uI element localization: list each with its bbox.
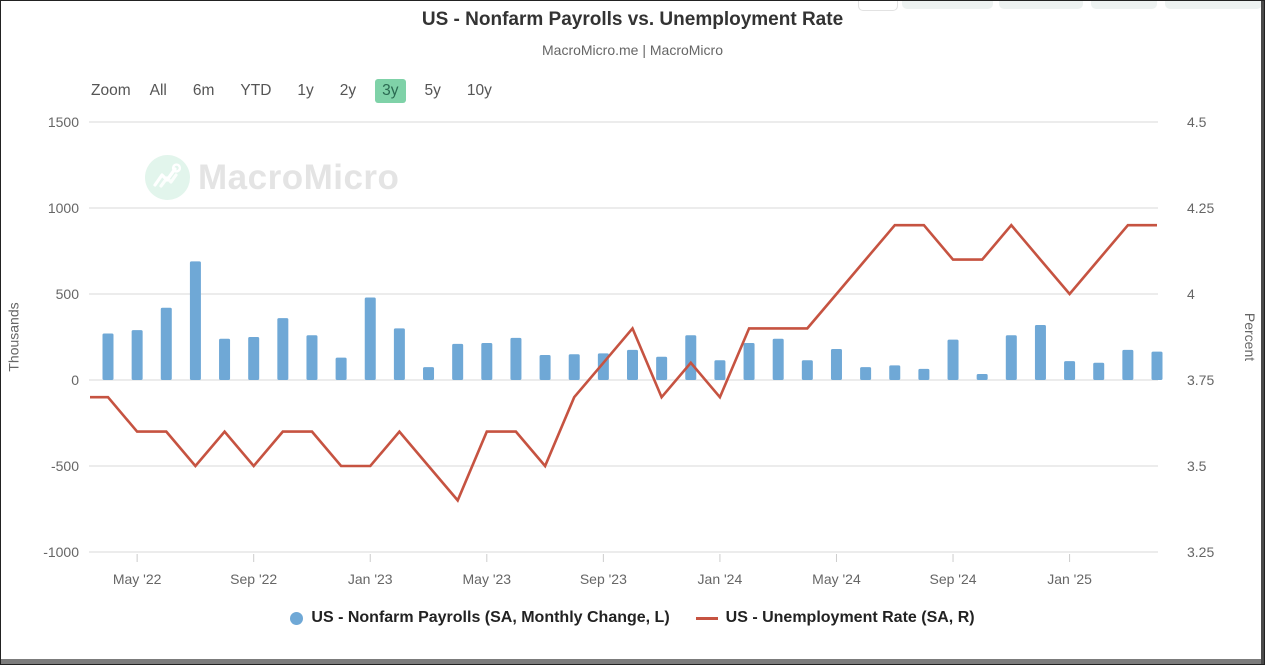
payrolls-bar[interactable] xyxy=(830,349,842,380)
payrolls-bar[interactable] xyxy=(131,330,143,380)
right-axis-title: Percent xyxy=(1241,312,1258,362)
payrolls-bar[interactable] xyxy=(568,354,580,380)
unemployment-legend-marker-icon xyxy=(695,616,718,620)
x-axis-tick-label: May '22 xyxy=(113,571,162,587)
payrolls-bar[interactable] xyxy=(510,337,522,380)
range-button-6m[interactable]: 6m xyxy=(192,82,215,99)
range-button-5y[interactable]: 5y xyxy=(424,82,441,99)
legend: US - Nonfarm Payrolls (SA, Monthly Chang… xyxy=(1,609,1264,627)
payrolls-bar[interactable] xyxy=(1005,335,1017,380)
payrolls-bar[interactable] xyxy=(335,357,347,380)
left-axis-labels: 1500 1000 500 0 -500 -1000 xyxy=(43,114,79,560)
left-axis-tick-label: -1000 xyxy=(43,544,79,560)
range-button-3y[interactable]: 3y xyxy=(375,79,406,103)
legend-item-unemployment[interactable]: US - Unemployment Rate (SA, R) xyxy=(695,609,975,627)
zoom-toolbar: Zoom All 6m YTD 1y 2y 3y 5y 10y xyxy=(91,79,499,103)
right-axis-tick-label: 4.25 xyxy=(1187,200,1214,216)
left-axis-tick-label: 1000 xyxy=(48,200,79,216)
left-axis-tick-label: 500 xyxy=(56,286,80,302)
x-axis-tick-label: Sep '22 xyxy=(230,571,277,587)
payrolls-bar[interactable] xyxy=(889,365,901,380)
header-action-button[interactable] xyxy=(1165,1,1262,9)
payrolls-bar[interactable] xyxy=(801,360,813,380)
payrolls-bar[interactable] xyxy=(1064,361,1076,380)
payrolls-bar[interactable] xyxy=(452,343,464,380)
left-axis-tick-label: 1500 xyxy=(48,114,79,130)
x-axis-tick-label: Jan '23 xyxy=(348,571,393,587)
x-axis-tick-label: Jan '24 xyxy=(698,571,743,587)
header-action-button[interactable] xyxy=(858,1,898,11)
payrolls-bar[interactable] xyxy=(393,328,405,380)
range-button-1y[interactable]: 1y xyxy=(297,82,314,99)
payrolls-bar[interactable] xyxy=(364,297,376,380)
x-axis-tick-label: Jan '25 xyxy=(1047,571,1092,587)
x-axis-tick-label: May '24 xyxy=(812,571,861,587)
payrolls-bar[interactable] xyxy=(772,338,784,380)
chart-subtitle: MacroMicro.me | MacroMicro xyxy=(542,42,723,58)
left-axis-title: Thousands xyxy=(5,302,22,372)
range-button-all[interactable]: All xyxy=(149,82,167,99)
window-edge-right[interactable] xyxy=(1261,1,1264,664)
page-title: US - Nonfarm Payrolls vs. Unemployment R… xyxy=(421,9,844,30)
payrolls-bar[interactable] xyxy=(277,318,289,380)
payrolls-legend-marker-icon xyxy=(290,611,304,625)
payrolls-bar[interactable] xyxy=(947,339,959,380)
payrolls-bar[interactable] xyxy=(219,338,231,380)
payrolls-bar[interactable] xyxy=(627,349,638,380)
chart-canvas: 1500 1000 500 0 -500 -1000 4.5 4.25 4 3.75 3.5 3.2… xyxy=(43,114,1214,587)
payrolls-bars xyxy=(102,261,1163,380)
left-axis-tick-label: 0 xyxy=(71,372,79,388)
right-axis-labels: 4.5 4.25 4 3.75 3.5 3.25 xyxy=(1187,114,1214,560)
payrolls-bar[interactable] xyxy=(976,373,988,380)
right-axis-tick-label: 3.5 xyxy=(1187,458,1207,474)
payrolls-bar[interactable] xyxy=(656,356,668,380)
range-button-2y[interactable]: 2y xyxy=(339,82,357,99)
payrolls-bar[interactable] xyxy=(102,333,114,380)
right-axis-tick-label: 3.25 xyxy=(1187,544,1214,560)
payrolls-bar[interactable] xyxy=(918,368,930,380)
header-action-button[interactable] xyxy=(1091,1,1157,9)
right-axis-tick-label: 4.5 xyxy=(1187,114,1207,130)
right-axis-tick-label: 3.75 xyxy=(1187,372,1214,388)
header-action-button[interactable] xyxy=(999,1,1083,9)
zoom-label: Zoom xyxy=(91,82,131,99)
payrolls-bar[interactable] xyxy=(160,307,172,380)
x-axis-tick-label: Sep '24 xyxy=(930,571,977,587)
payrolls-bar[interactable] xyxy=(189,261,201,380)
payrolls-bar[interactable] xyxy=(685,335,697,380)
right-axis-tick-label: 4 xyxy=(1187,286,1195,302)
gridlines-group xyxy=(89,121,1158,553)
payrolls-bar[interactable] xyxy=(1122,349,1134,380)
payrolls-bar[interactable] xyxy=(306,335,318,380)
range-button-ytd[interactable]: YTD xyxy=(240,82,272,99)
x-axis-labels: May '22 Sep '22 Jan '23 May '23 Sep '23 Jan '… xyxy=(113,554,1092,587)
window-edge-bottom xyxy=(1,659,1264,664)
payrolls-bar[interactable] xyxy=(481,343,493,380)
payrolls-bar[interactable] xyxy=(714,360,726,380)
legend-label: US - Unemployment Rate (SA, R) xyxy=(725,609,975,626)
x-axis-tick-label: May '23 xyxy=(463,571,512,587)
legend-label: US - Nonfarm Payrolls (SA, Monthly Chang… xyxy=(311,609,670,626)
range-button-10y[interactable]: 10y xyxy=(466,82,492,99)
unemployment-line-path[interactable] xyxy=(90,223,1157,503)
payrolls-bar[interactable] xyxy=(1093,362,1105,380)
payrolls-bar[interactable] xyxy=(1151,351,1163,380)
payrolls-bar[interactable] xyxy=(539,355,551,380)
left-axis-tick-label: -500 xyxy=(51,458,79,474)
header-action-button[interactable] xyxy=(902,1,993,9)
payrolls-bar[interactable] xyxy=(248,337,260,380)
payrolls-bar[interactable] xyxy=(423,367,435,380)
payrolls-bar[interactable] xyxy=(860,367,872,380)
unemployment-line xyxy=(90,223,1157,503)
payrolls-bar[interactable] xyxy=(1034,324,1046,380)
payrolls-bar[interactable] xyxy=(743,343,755,380)
x-axis-tick-label: Sep '23 xyxy=(580,571,627,587)
legend-item-payrolls[interactable]: US - Nonfarm Payrolls (SA, Monthly Chang… xyxy=(290,609,670,627)
